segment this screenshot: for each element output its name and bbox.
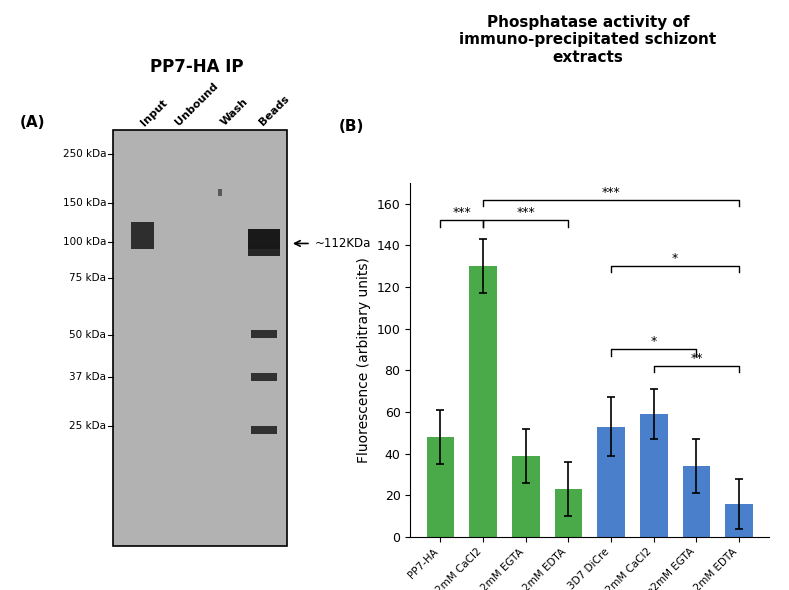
Bar [682,466,710,537]
Text: PP7-HA IP: PP7-HA IP [150,58,243,76]
Bar [640,414,667,537]
Bar [249,243,279,256]
Bar [251,426,277,434]
Text: ***: *** [517,206,535,219]
Text: ***: *** [452,206,471,219]
Bar [218,189,222,196]
Text: 50 kDa: 50 kDa [69,330,106,340]
Text: Unbound: Unbound [174,81,220,127]
Bar [512,455,540,537]
Bar [131,222,154,248]
Bar [251,373,277,381]
Text: 150 kDa: 150 kDa [62,198,106,208]
Text: Beads: Beads [257,94,291,127]
Bar [555,489,582,537]
Bar [469,266,497,537]
Y-axis label: Fluorescence (arbitrary units): Fluorescence (arbitrary units) [357,257,371,463]
Text: (A): (A) [19,114,45,130]
Text: 25 kDa: 25 kDa [69,421,106,431]
Text: Wash: Wash [219,97,250,127]
Text: 37 kDa: 37 kDa [69,372,106,382]
Bar [597,427,625,537]
Text: 100 kDa: 100 kDa [62,237,106,247]
Text: ~112KDa: ~112KDa [314,237,371,250]
Text: (B): (B) [338,119,364,134]
Bar [249,230,279,249]
Bar [725,504,753,537]
Text: Phosphatase activity of
immuno-precipitated schizont
extracts: Phosphatase activity of immuno-precipita… [459,15,716,64]
Bar [113,130,286,546]
Text: 250 kDa: 250 kDa [62,149,106,159]
Text: ***: *** [602,185,620,198]
Text: 75 kDa: 75 kDa [69,273,106,283]
Bar [251,330,277,339]
Text: *: * [651,336,657,349]
Text: **: ** [690,352,703,365]
Text: Input: Input [139,97,170,127]
Text: *: * [672,252,679,265]
Bar [427,437,454,537]
